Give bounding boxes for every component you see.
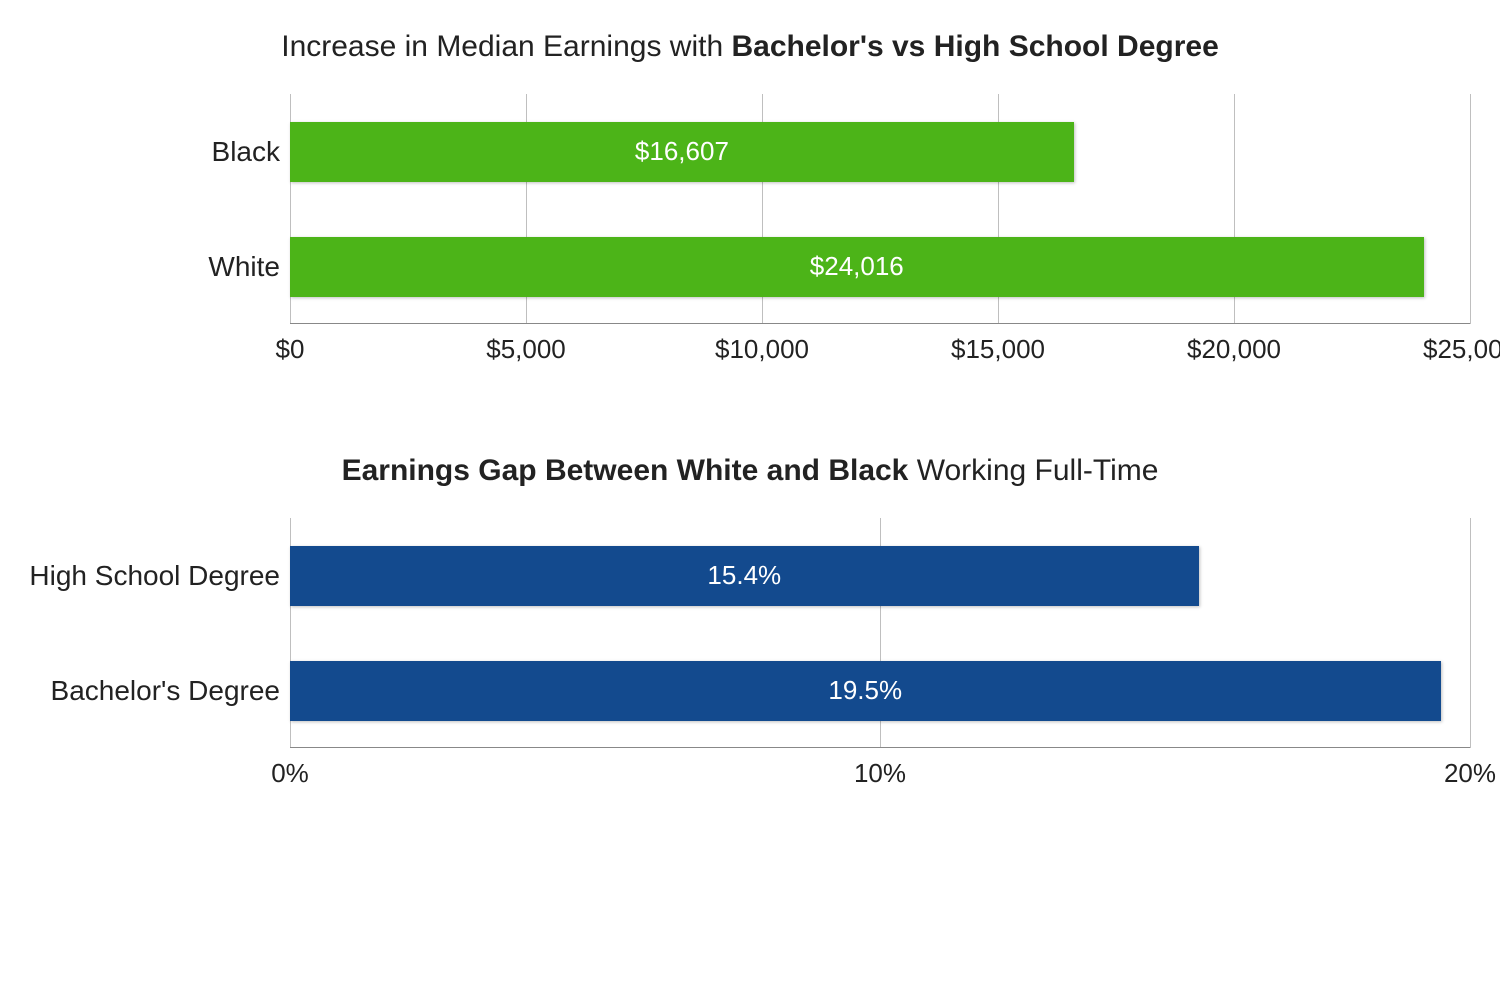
bar-row: 19.5% xyxy=(290,661,1470,721)
chart-2-plot: 15.4% 19.5% xyxy=(290,518,1470,748)
y-axis-label: Black xyxy=(30,122,280,182)
chart-1-spacer xyxy=(30,324,290,325)
x-axis-label: 20% xyxy=(1444,758,1496,789)
bar: $16,607 xyxy=(290,122,1074,182)
x-axis-label: $25,000 xyxy=(1423,334,1500,365)
chart-2-title-normal: Working Full-Time xyxy=(908,454,1158,487)
bar: 19.5% xyxy=(290,661,1441,721)
bar-row: $24,016 xyxy=(290,237,1470,297)
chart-1-title-normal: Increase in Median Earnings with xyxy=(281,30,731,63)
y-axis-label: White xyxy=(30,237,280,297)
chart-1-plot: $16,607 $24,016 xyxy=(290,94,1470,324)
bar-row: 15.4% xyxy=(290,546,1470,606)
chart-2-title: Earnings Gap Between White and Black Wor… xyxy=(30,454,1470,488)
chart-1-title: Increase in Median Earnings with Bachelo… xyxy=(30,30,1470,64)
bar-row: $16,607 xyxy=(290,122,1470,182)
x-axis-label: $5,000 xyxy=(486,334,566,365)
chart-2-xaxis-row: 0%10%20% xyxy=(30,748,1470,788)
chart-2-body: High School Degree Bachelor's Degree 15.4… xyxy=(30,518,1470,748)
chart-1-x-ticks: $0$5,000$10,000$15,000$20,000$25,000 xyxy=(290,324,1470,364)
chart-1-y-labels: Black White xyxy=(30,94,290,324)
bar-value-label: 15.4% xyxy=(707,560,781,591)
chart-2-spacer xyxy=(30,748,290,749)
x-axis-label: 0% xyxy=(271,758,309,789)
chart-1-bars: $16,607 $24,016 xyxy=(290,94,1470,324)
chart-2-title-bold: Earnings Gap Between White and Black xyxy=(342,454,909,487)
chart-2-x-ticks: 0%10%20% xyxy=(290,748,1470,788)
gridline xyxy=(1470,518,1471,748)
chart-1: Increase in Median Earnings with Bachelo… xyxy=(30,30,1470,364)
chart-1-xaxis-row: $0$5,000$10,000$15,000$20,000$25,000 xyxy=(30,324,1470,364)
bar: 15.4% xyxy=(290,546,1199,606)
chart-1-title-bold: Bachelor's vs High School Degree xyxy=(731,30,1218,63)
gridline xyxy=(1470,94,1471,324)
x-axis-label: $10,000 xyxy=(715,334,809,365)
y-axis-label: Bachelor's Degree xyxy=(30,661,280,721)
bar-value-label: 19.5% xyxy=(828,675,902,706)
x-axis-label: $0 xyxy=(276,334,305,365)
bar-value-label: $16,607 xyxy=(635,136,729,167)
chart-2: Earnings Gap Between White and Black Wor… xyxy=(30,454,1470,788)
canvas: Increase in Median Earnings with Bachelo… xyxy=(0,0,1500,988)
y-axis-label: High School Degree xyxy=(30,546,280,606)
chart-1-body: Black White $16,607 $24,016 xyxy=(30,94,1470,324)
x-axis-label: 10% xyxy=(854,758,906,789)
chart-2-y-labels: High School Degree Bachelor's Degree xyxy=(30,518,290,748)
x-axis-label: $20,000 xyxy=(1187,334,1281,365)
bar: $24,016 xyxy=(290,237,1424,297)
chart-2-bars: 15.4% 19.5% xyxy=(290,518,1470,748)
bar-value-label: $24,016 xyxy=(810,251,904,282)
x-axis-label: $15,000 xyxy=(951,334,1045,365)
